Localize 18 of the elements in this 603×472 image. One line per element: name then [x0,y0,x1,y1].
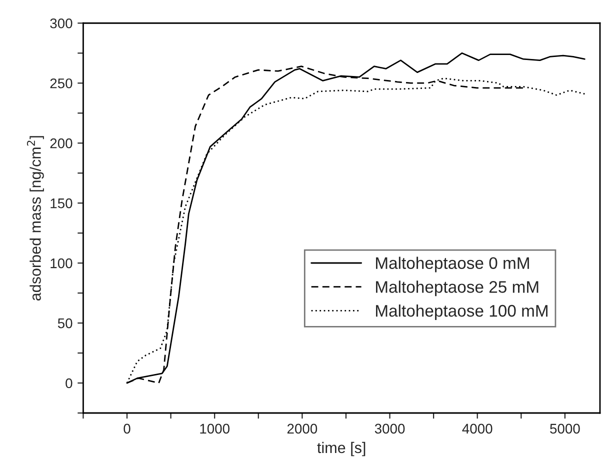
legend-label: Maltoheptaose 100 mM [376,304,548,320]
x-tick-label: 1000 [200,424,230,434]
x-tick-label: 0 [124,424,130,434]
x-axis-title: time [s] [317,442,366,456]
y-tick-label: 150 [50,198,72,208]
x-tick-label: 3000 [374,424,405,434]
y-tick-label: 50 [58,318,72,328]
x-tick-label: 2000 [287,424,318,434]
x-tick-label: 4000 [462,424,492,434]
y-tick-label: 250 [50,78,72,88]
x-tick-label: 5000 [550,424,580,434]
legend-label: Maltoheptaose 25 mM [376,280,538,296]
y-tick-label: 300 [50,18,72,28]
y-tick-label: 0 [66,378,72,388]
y-axis-title: adsorbed mass [ng/cm$^{2}$] [26,136,44,301]
y-tick-label: 100 [50,258,72,268]
y-tick-label: 200 [50,138,72,148]
legend-label: Maltoheptaose 0 mM [376,256,529,272]
